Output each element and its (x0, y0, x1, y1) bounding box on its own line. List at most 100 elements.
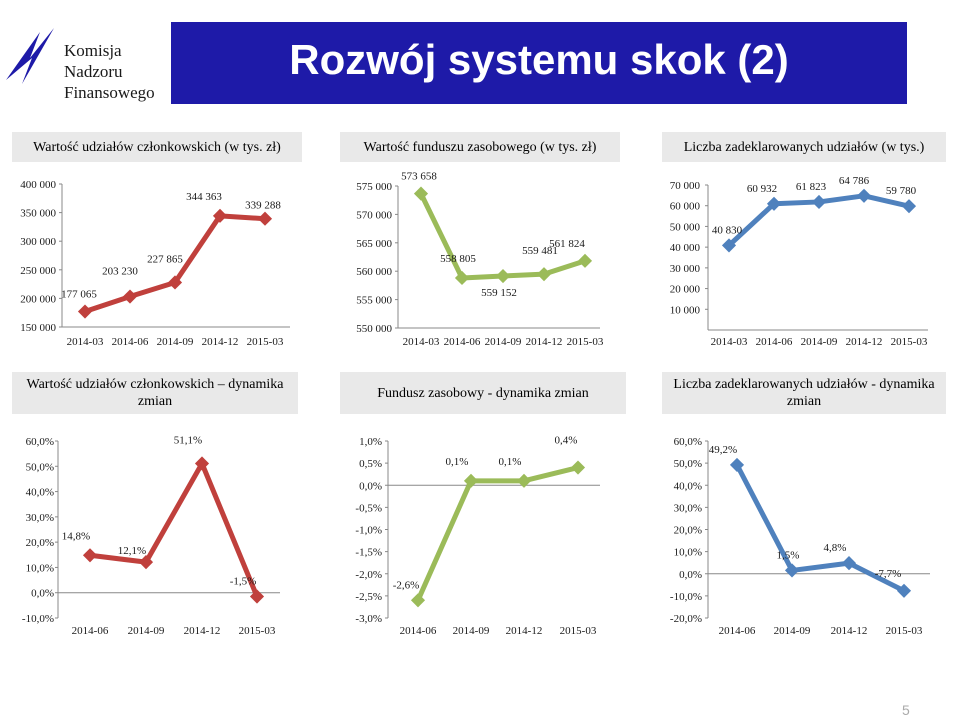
y-tick-label: 40 000 (670, 242, 701, 254)
data-point (729, 457, 745, 472)
logo-line-2: Nadzoru (64, 62, 123, 81)
header-declared-shares: Liczba zadeklarowanych udziałów (w tys.) (662, 132, 946, 162)
data-label: 559 481 (522, 245, 558, 257)
data-label: 344 363 (186, 191, 222, 203)
data-point (410, 593, 426, 608)
x-tick-label: 2014-09 (453, 625, 490, 637)
data-label: -2,6% (393, 579, 420, 591)
data-label: 203 230 (102, 266, 138, 278)
y-tick-label: 200 000 (20, 293, 56, 305)
y-tick-label: 575 000 (356, 181, 392, 193)
data-label: 573 658 (401, 171, 437, 183)
y-tick-label: -3,0% (355, 613, 382, 625)
data-point (495, 268, 511, 284)
y-tick-label: 400 000 (20, 179, 56, 191)
data-point (856, 188, 872, 203)
data-point (577, 253, 593, 268)
y-tick-label: 565 000 (356, 238, 392, 250)
y-tick-label: -1,5% (355, 547, 382, 559)
logo-line-3: Finansowego (64, 83, 155, 102)
data-label: -1,5% (230, 576, 257, 588)
x-tick-label: 2014-09 (774, 625, 811, 637)
y-tick-label: 30,0% (26, 512, 54, 524)
x-tick-label: 2014-12 (506, 625, 543, 637)
header-members-dynamics: Wartość udziałów członkowskich – dynamik… (12, 372, 298, 414)
logo-line-1: Komisja (64, 41, 122, 60)
x-tick-label: 2014-09 (485, 336, 522, 348)
y-tick-label: 10,0% (26, 562, 54, 574)
y-tick-label: 20,0% (26, 537, 54, 549)
x-tick-label: 2015-03 (891, 336, 928, 348)
data-label: 59 780 (886, 185, 917, 197)
x-tick-label: 2014-12 (831, 625, 868, 637)
y-tick-label: -20,0% (670, 613, 702, 625)
x-tick-label: 2014-09 (801, 336, 838, 348)
data-label: 0,1% (499, 456, 522, 468)
y-tick-label: -1,0% (355, 525, 382, 537)
y-tick-label: 20 000 (670, 284, 701, 296)
y-tick-label: -2,5% (355, 591, 382, 603)
data-point (901, 199, 917, 214)
data-label: 339 288 (245, 200, 281, 212)
y-tick-label: 60 000 (670, 201, 701, 213)
data-point (454, 270, 470, 286)
data-point (896, 583, 912, 598)
data-point (249, 589, 265, 604)
data-label: 559 152 (481, 287, 517, 299)
y-tick-label: 300 000 (20, 236, 56, 248)
x-tick-label: 2014-09 (128, 625, 165, 637)
x-tick-label: 2014-03 (403, 336, 440, 348)
header-declared-dynamics: Liczba zadeklarowanych udziałów - dynami… (662, 372, 946, 414)
series-line (89, 461, 260, 598)
data-label: 64 786 (839, 175, 870, 187)
x-tick-label: 2014-12 (184, 625, 221, 637)
y-tick-label: 10 000 (670, 304, 701, 316)
data-label: 49,2% (709, 444, 737, 456)
data-point (536, 267, 552, 282)
data-label: 4,8% (824, 542, 847, 554)
y-tick-label: 560 000 (356, 266, 392, 278)
data-point (138, 555, 154, 570)
data-point (122, 289, 138, 304)
y-tick-label: 0,0% (31, 588, 54, 600)
y-tick-label: -10,0% (670, 591, 702, 603)
page-title: Rozwój systemu skok (2) (289, 36, 789, 83)
y-tick-label: 570 000 (356, 209, 392, 221)
x-tick-label: 2014-09 (157, 336, 194, 348)
y-tick-label: 10,0% (674, 547, 702, 559)
y-tick-label: 550 000 (356, 323, 392, 335)
y-tick-label: -10,0% (22, 613, 54, 625)
data-label: 51,1% (174, 435, 202, 447)
y-tick-label: 30 000 (670, 263, 701, 275)
series-line (415, 465, 579, 602)
header-reserve-fund: Wartość funduszu zasobowego (w tys. zł) (340, 132, 620, 162)
y-tick-label: 350 000 (20, 208, 56, 220)
y-tick-label: 50,0% (26, 461, 54, 473)
x-tick-label: 2015-03 (886, 625, 923, 637)
y-tick-label: 20,0% (674, 525, 702, 537)
x-tick-label: 2014-06 (444, 336, 481, 348)
y-tick-label: 70 000 (670, 180, 701, 192)
title-banner: Rozwój systemu skok (2) (171, 22, 907, 104)
x-tick-label: 2015-03 (560, 625, 597, 637)
y-tick-label: 60,0% (674, 436, 702, 448)
x-tick-label: 2014-06 (400, 625, 437, 637)
y-tick-label: 1,0% (359, 436, 382, 448)
data-label: -7,7% (875, 568, 902, 580)
header-reserve-dynamics: Fundusz zasobowy - dynamika zmian (340, 372, 626, 414)
data-point (721, 238, 737, 253)
y-tick-label: 0,0% (679, 569, 702, 581)
y-tick-label: 50,0% (674, 458, 702, 470)
y-tick-label: 0,5% (359, 458, 382, 470)
data-label: 14,8% (62, 530, 90, 542)
x-tick-label: 2014-06 (112, 336, 149, 348)
data-label: 1,5% (777, 549, 800, 561)
data-label: 177 065 (61, 289, 97, 301)
x-tick-label: 2014-03 (67, 336, 104, 348)
data-point (82, 548, 98, 563)
x-tick-label: 2014-12 (846, 336, 883, 348)
x-tick-label: 2014-06 (72, 625, 109, 637)
x-tick-label: 2015-03 (247, 336, 284, 348)
data-point (784, 563, 800, 578)
